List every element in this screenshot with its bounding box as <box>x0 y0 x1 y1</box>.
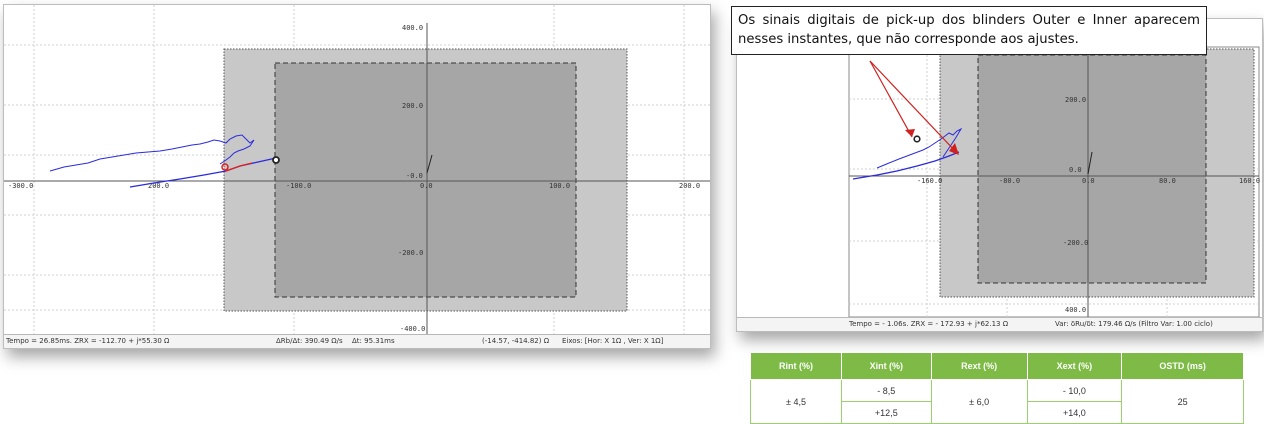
y-tick: -0.0 <box>406 172 423 180</box>
cell-xint-pos: +12,5 <box>840 401 932 424</box>
cell-xext-neg: - 10,0 <box>1026 379 1123 402</box>
red-marker <box>221 163 229 171</box>
origin-vector <box>1087 151 1093 175</box>
y-tick: -200.0 <box>398 249 423 257</box>
x-tick: 100.0 <box>549 182 570 190</box>
x-tick: 200.0 <box>148 182 169 190</box>
black-marker <box>272 156 280 164</box>
x-tick: 80.0 <box>1159 177 1176 185</box>
y-tick: -400.0 <box>400 325 425 333</box>
y-tick: 200.0 <box>402 102 423 110</box>
status-var: Var: δRu/δt: 179.46 Ω/s (Filtro Var: 1.0… <box>1055 320 1213 328</box>
cell-rint: ± 4,5 <box>750 379 842 424</box>
inner-blinder-zone <box>977 54 1207 284</box>
col-header-ostd: OSTD (ms) <box>1121 352 1244 380</box>
right-impedance-plot[interactable]: -160.0 -80.0 0.0 80.0 160.0 200.0 0.0 -2… <box>737 19 1262 317</box>
cell-rext: ± 6,0 <box>930 379 1028 424</box>
right-status-bar: Tempo = - 1.06s. ZRX = - 172.93 + j*62.1… <box>737 317 1262 331</box>
status-tempo: Tempo = 26.85ms. ZRX = -112.70 + j*55.30… <box>6 337 170 345</box>
cell-ostd: 25 <box>1121 379 1244 424</box>
arrow-head-icon <box>905 129 915 137</box>
impedance-trajectory-red-segment <box>225 162 253 172</box>
right-impedance-plot-panel: -160.0 -80.0 0.0 80.0 160.0 200.0 0.0 -2… <box>736 18 1263 332</box>
x-tick: 0.0 <box>1082 177 1095 185</box>
col-header-xext: Xext (%) <box>1026 352 1123 380</box>
col-header-rext: Rext (%) <box>930 352 1028 380</box>
table-row: +12,5 +14,0 <box>751 401 1244 424</box>
impedance-trajectory <box>852 151 960 180</box>
annotation-callout: Os sinais digitais de pick-up dos blinde… <box>731 6 1207 55</box>
status-tempo: Tempo = - 1.06s. ZRX = - 172.93 + j*62.1… <box>849 320 1009 328</box>
cell-xext-pos: +14,0 <box>1026 401 1123 424</box>
y-tick: 400.0 <box>1065 306 1086 314</box>
x-tick: 160.0 <box>1239 177 1260 185</box>
inner-blinder-zone <box>274 62 577 298</box>
arrow-head-icon <box>949 143 959 155</box>
origin-vector <box>426 154 433 174</box>
black-marker <box>913 135 921 143</box>
blinder-settings-table: Rint (%) Xint (%) Rext (%) Xext (%) OSTD… <box>750 352 1244 424</box>
callout-arrow <box>869 60 913 138</box>
status-eixos: Eixos: [Hor: X 1Ω , Ver: X 1Ω] <box>562 337 664 345</box>
x-tick: -300.0 <box>8 182 33 190</box>
x-tick: -100.0 <box>286 182 311 190</box>
y-tick: 0.0 <box>1069 166 1082 174</box>
col-header-xint: Xint (%) <box>840 352 932 380</box>
y-tick: -200.0 <box>1063 239 1088 247</box>
y-tick: 200.0 <box>1065 96 1086 104</box>
status-delta: ΔRb/Δt: 390.49 Ω/s <box>276 337 343 345</box>
left-status-bar: Tempo = 26.85ms. ZRX = -112.70 + j*55.30… <box>4 334 710 348</box>
callout-arrow <box>869 60 958 154</box>
left-impedance-plot-panel: -300.0 200.0 -100.0 0.0 100.0 200.0 400.… <box>3 4 711 349</box>
col-header-rint: Rint (%) <box>750 352 842 380</box>
impedance-trajectory <box>129 157 277 188</box>
x-tick: 200.0 <box>679 182 700 190</box>
left-impedance-plot[interactable]: -300.0 200.0 -100.0 0.0 100.0 200.0 400.… <box>4 5 710 335</box>
x-tick: -80.0 <box>999 177 1020 185</box>
x-tick: -160.0 <box>917 177 942 185</box>
y-tick: 400.0 <box>402 24 423 32</box>
cell-xint-neg: - 8,5 <box>840 379 932 402</box>
table-row: ± 4,5 - 8,5 ± 6,0 - 10,0 25 <box>750 379 1244 424</box>
status-coords: (-14.57, -414.82) Ω <box>482 337 550 345</box>
x-tick: 0.0 <box>420 182 433 190</box>
impedance-trajectory <box>49 134 255 172</box>
status-dt: Δt: 95.31ms <box>352 337 395 345</box>
